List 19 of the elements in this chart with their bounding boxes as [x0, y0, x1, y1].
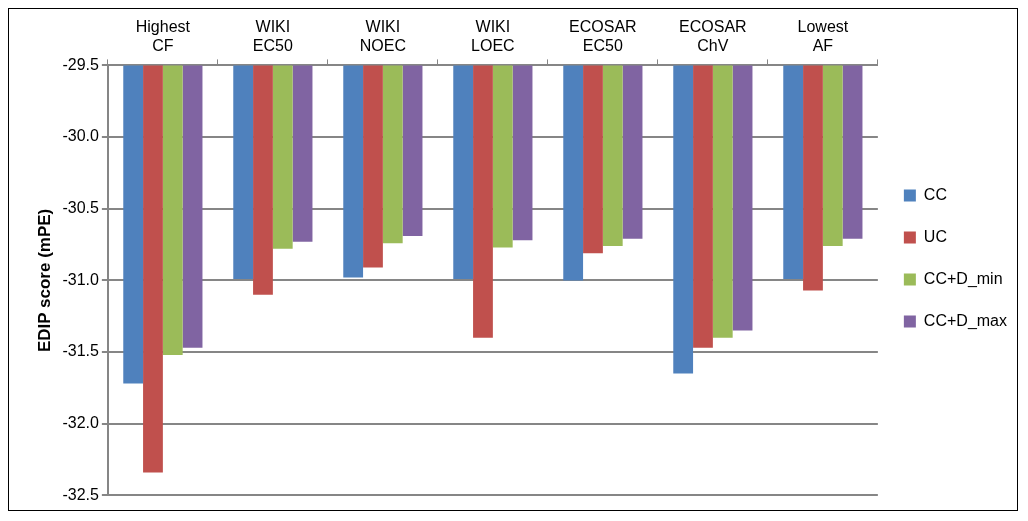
x-tick-label: Lowest AF	[797, 18, 849, 55]
x-tick-label: WIKI LOEC	[471, 18, 515, 55]
legend-label: CC+D_max	[923, 311, 1008, 330]
y-tick-label: -31.0	[62, 270, 99, 288]
x-tick-label: WIKI NOEC	[359, 18, 406, 55]
legend-label: CC+D_min	[923, 269, 1003, 288]
x-tick-label: ECOSAR EC50	[569, 18, 637, 55]
y-tick-label: -31.5	[62, 342, 99, 360]
y-tick-label: -32.0	[62, 414, 99, 432]
x-tick-label: Highest CF	[135, 18, 191, 55]
x-tick-label: ECOSAR ChV	[679, 18, 747, 55]
x-tick-label: WIKI EC50	[252, 18, 293, 55]
y-tick-label: -30.0	[62, 127, 99, 145]
y-tick-label: -30.5	[62, 199, 99, 217]
y-tick-label: -32.5	[62, 485, 99, 503]
legend-label: UC	[923, 227, 947, 245]
y-tick-label: -29.5	[62, 55, 99, 73]
legend-label: CC	[923, 185, 947, 203]
y-axis-title: EDIP score (mPE)	[34, 208, 54, 353]
